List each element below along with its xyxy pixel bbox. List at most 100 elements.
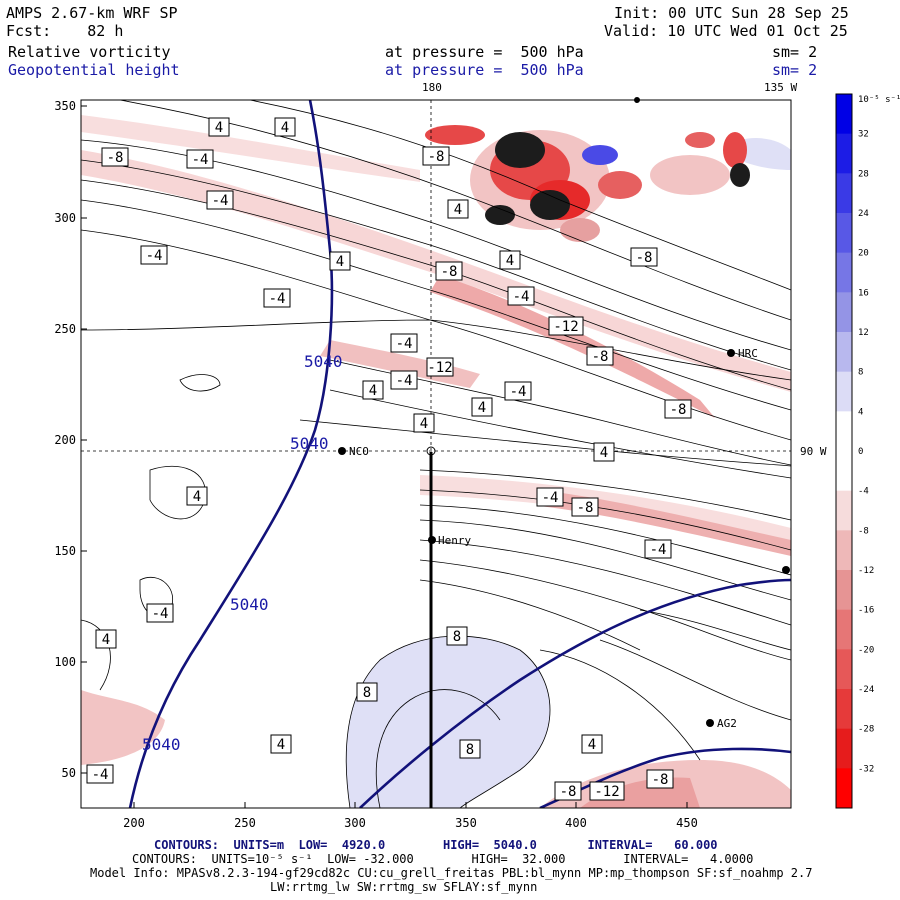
colorbar-tick-label: 20	[858, 249, 869, 259]
colorbar-tick-label: 24	[858, 209, 869, 219]
colorbar-cell	[836, 570, 852, 611]
vort-label: -12	[427, 360, 452, 376]
station-marker	[428, 536, 436, 544]
station-marker	[782, 566, 790, 574]
vort-label: -4	[192, 152, 209, 168]
colorbar-cell	[836, 213, 852, 254]
y-axis-labels: 350 300 250 200 150 100 50	[54, 99, 76, 780]
colorbar-cell	[836, 530, 852, 571]
vort-label: 4	[193, 489, 201, 505]
vort-label: -4	[510, 384, 527, 400]
colorbar-tick-label: -20	[858, 645, 874, 655]
field1-level: at pressure = 500 hPa	[385, 43, 584, 61]
colorbar-cell	[836, 332, 852, 373]
colorbar-cell	[836, 252, 852, 293]
height-labels: 5040 5040 5040 5040	[142, 352, 343, 754]
vort-label: -8	[636, 250, 653, 266]
station-label: HRC	[738, 347, 758, 360]
y-tick-label: 200	[54, 433, 76, 447]
colorbar-unit: 10⁻⁵ s⁻¹	[858, 95, 900, 105]
colorbar-tick-label: -32	[858, 764, 874, 774]
colorbar-tick-label: -12	[858, 566, 874, 576]
colorbar-cell	[836, 490, 852, 531]
vorticity-shading	[81, 100, 791, 808]
vort-label: 4	[281, 120, 289, 136]
height-label: 5040	[142, 735, 181, 754]
vort-label: -8	[592, 349, 609, 365]
height-label: 5040	[230, 595, 269, 614]
station-label: Henry	[438, 534, 471, 547]
station-marker	[706, 719, 714, 727]
reference-lines	[81, 100, 791, 452]
colorbar-cell	[836, 133, 852, 174]
x-tick-label: 200	[123, 816, 145, 830]
colorbar-tick-label: -24	[858, 685, 874, 695]
vort-label: 4	[478, 400, 486, 416]
vort-label: -8	[577, 500, 594, 516]
vort-label: -4	[513, 289, 530, 305]
colorbar-tick-label: -28	[858, 725, 874, 735]
vort-label: 4	[102, 632, 110, 648]
lon-label-90w: 90 W	[800, 445, 827, 458]
x-tick-label: 350	[455, 816, 477, 830]
colorbar-cell	[836, 689, 852, 730]
pole-marker	[426, 446, 436, 456]
y-tick-label: 100	[54, 655, 76, 669]
x-axis-labels: 200 250 300 350 400 450	[123, 816, 698, 830]
longitude-labels: 180 135 W 90 W	[422, 81, 827, 458]
vorticity-contour-info: CONTOURS: UNITS=10⁻⁵ s⁻¹ LOW= -32.000 HI…	[132, 852, 754, 866]
vort-label: 4	[506, 253, 514, 269]
field2-smoothing: sm= 2	[772, 61, 818, 79]
vort-label: -4	[396, 373, 413, 389]
field1-name: Relative vorticity	[8, 43, 171, 61]
vorticity-labels: -8 -4 -4 -4 -4 4 4 4 4 -8 -12 -8 -8 4 -4…	[86, 117, 692, 801]
vort-label: -12	[553, 319, 578, 335]
vort-label: -12	[594, 784, 619, 800]
model-physics: LW:rrtmg_lw SW:rrtmg_sw SFLAY:sf_mynn	[270, 880, 538, 894]
vort-label: 8	[466, 742, 474, 758]
init-time: Init: 00 UTC Sun 28 Sep 25	[614, 4, 849, 22]
vort-label: -4	[212, 193, 229, 209]
vort-label: -8	[652, 772, 669, 788]
vort-label: -8	[107, 150, 124, 166]
vort-label: 8	[453, 629, 461, 645]
vort-label: 4	[420, 416, 428, 432]
vort-label: -4	[146, 248, 163, 264]
vort-label: 4	[215, 120, 223, 136]
station-label: NCO	[349, 445, 369, 458]
field2-name: Geopotential height	[8, 61, 180, 79]
colorbar-tick-label: 4	[858, 407, 863, 417]
colorbar-cell	[836, 411, 852, 452]
axis-ticks	[81, 105, 688, 808]
colorbar-tick-label: -8	[858, 526, 869, 536]
vort-label: 4	[600, 445, 608, 461]
vort-label: 4	[588, 737, 596, 753]
field1-smoothing: sm= 2	[772, 43, 818, 61]
product-title: AMPS 2.67-km WRF SP	[6, 4, 178, 22]
colorbar-tick-label: 16	[858, 288, 869, 298]
colorbar: 10⁻⁵ s⁻¹ 32 28 24 20 16 12 8 4 0 -4 -8 -12 -16 -20 -24…	[835, 93, 900, 809]
colorbar-tick-label: 12	[858, 328, 869, 338]
station-label: AG2	[717, 717, 737, 730]
valid-time: Valid: 10 UTC Wed 01 Oct 25	[604, 22, 848, 40]
y-tick-label: 300	[54, 211, 76, 225]
height-contour-info: CONTOURS: UNITS=m LOW= 4920.0 HIGH= 5040…	[154, 838, 718, 852]
x-tick-label: 400	[565, 816, 587, 830]
vort-label: -8	[441, 264, 458, 280]
y-tick-label: 150	[54, 544, 76, 558]
station-marker	[338, 447, 346, 455]
vort-label: -4	[396, 336, 413, 352]
colorbar-tick-label: 8	[858, 368, 863, 378]
station-marker	[727, 349, 735, 357]
vort-label: -4	[92, 767, 109, 783]
colorbar-cell	[836, 649, 852, 690]
colorbar-cell	[836, 609, 852, 650]
lon-label-180: 180	[422, 81, 442, 94]
vort-label: -4	[650, 542, 667, 558]
colorbar-cell	[836, 451, 852, 492]
colorbar-tick-label: 0	[858, 447, 863, 457]
colorbar-cell	[836, 94, 852, 135]
colorbar-tick-label: 28	[858, 169, 869, 179]
colorbar-tick-label: -4	[858, 487, 869, 497]
